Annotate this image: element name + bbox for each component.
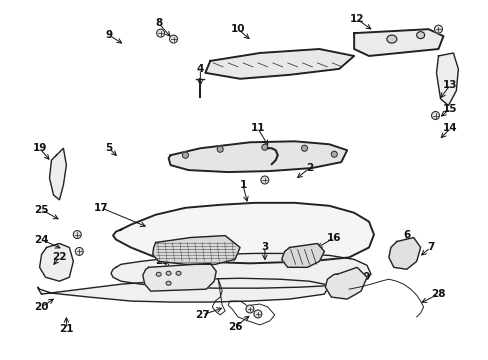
- Text: 22: 22: [52, 252, 66, 262]
- Text: 4: 4: [196, 64, 203, 74]
- Ellipse shape: [416, 32, 424, 39]
- Polygon shape: [152, 235, 240, 264]
- Text: 26: 26: [227, 322, 242, 332]
- Polygon shape: [111, 253, 370, 288]
- Text: 19: 19: [356, 272, 370, 282]
- Circle shape: [156, 29, 164, 37]
- Text: 13: 13: [442, 80, 457, 90]
- Text: 14: 14: [442, 123, 457, 134]
- Ellipse shape: [386, 35, 396, 43]
- Polygon shape: [168, 141, 346, 172]
- Text: 27: 27: [195, 310, 209, 320]
- Ellipse shape: [176, 271, 181, 275]
- Text: 25: 25: [34, 205, 49, 215]
- Circle shape: [434, 25, 442, 33]
- Polygon shape: [281, 243, 324, 267]
- Polygon shape: [49, 148, 66, 200]
- Text: 16: 16: [326, 233, 341, 243]
- Text: 6: 6: [402, 230, 409, 239]
- Text: 2: 2: [305, 163, 312, 173]
- Circle shape: [75, 247, 83, 255]
- Circle shape: [182, 152, 188, 158]
- Polygon shape: [113, 203, 373, 264]
- Text: 28: 28: [430, 289, 445, 299]
- Text: 17: 17: [94, 203, 108, 213]
- Text: 5: 5: [105, 143, 112, 153]
- Polygon shape: [205, 49, 353, 79]
- Text: 11: 11: [250, 123, 264, 134]
- Text: 7: 7: [426, 243, 433, 252]
- Text: 15: 15: [442, 104, 457, 113]
- Ellipse shape: [166, 271, 171, 275]
- Polygon shape: [38, 278, 328, 302]
- Circle shape: [262, 144, 267, 150]
- Polygon shape: [325, 267, 366, 299]
- Text: 18: 18: [181, 272, 195, 282]
- Polygon shape: [142, 264, 216, 291]
- Polygon shape: [436, 53, 457, 105]
- Circle shape: [260, 176, 268, 184]
- Text: 3: 3: [261, 243, 268, 252]
- Text: 1: 1: [239, 180, 246, 190]
- Circle shape: [73, 231, 81, 239]
- Ellipse shape: [166, 281, 171, 285]
- Polygon shape: [388, 238, 420, 269]
- Circle shape: [431, 112, 439, 120]
- Text: 24: 24: [34, 234, 49, 244]
- Text: 20: 20: [34, 302, 49, 312]
- Polygon shape: [353, 29, 443, 56]
- Text: 8: 8: [155, 18, 162, 28]
- Text: 19: 19: [32, 143, 47, 153]
- Text: 21: 21: [59, 324, 74, 334]
- Circle shape: [331, 151, 337, 157]
- Text: 12: 12: [349, 14, 364, 24]
- Polygon shape: [40, 243, 73, 281]
- Circle shape: [245, 305, 253, 313]
- Circle shape: [301, 145, 307, 151]
- Circle shape: [169, 35, 177, 43]
- Text: 23: 23: [155, 256, 169, 266]
- Text: 9: 9: [105, 30, 112, 40]
- Circle shape: [253, 310, 262, 318]
- Ellipse shape: [156, 272, 161, 276]
- Text: 10: 10: [230, 24, 245, 34]
- Circle shape: [217, 146, 223, 152]
